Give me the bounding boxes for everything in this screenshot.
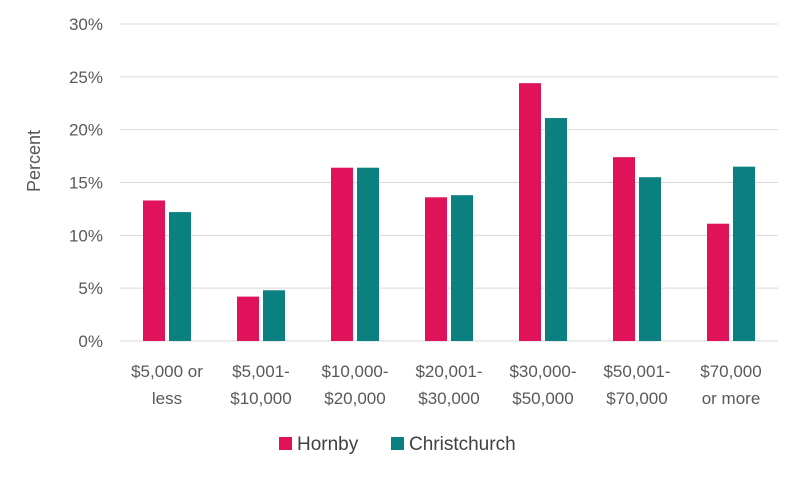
x-tick-label: $50,001- [603,362,670,381]
x-axis-tick-labels: $5,000 or less $5,001- $10,000 $10,000- $20,0… [131,362,762,408]
y-tick-label: 10% [69,226,103,245]
y-tick-label: 5% [78,279,103,298]
x-tick-label: $20,000 [324,389,385,408]
x-tick-label: $30,000- [509,362,576,381]
legend-label-hornby: Hornby [297,434,359,455]
x-tick-label: $5,000 or [131,362,203,381]
bar-hornby-1 [143,200,165,341]
x-tick-label: $20,001- [415,362,482,381]
bar-christchurch-5 [545,118,567,341]
x-tick-label: or more [702,389,761,408]
y-axis-label: Percent [24,130,44,192]
legend-swatch-christchurch [391,437,404,450]
bar-christchurch-1 [169,212,191,341]
bar-hornby-6 [613,157,635,341]
legend: Hornby Christchurch [279,434,516,455]
legend-label-christchurch: Christchurch [409,434,516,455]
x-tick-label: $50,000 [512,389,573,408]
y-tick-label: 25% [69,68,103,87]
x-tick-label: $70,000 [700,362,761,381]
x-tick-label: $10,000- [321,362,388,381]
bar-hornby-7 [707,223,729,341]
x-tick-label: $70,000 [606,389,667,408]
y-tick-label: 15% [69,174,103,193]
bars [143,83,755,341]
x-tick-label: $30,000 [418,389,479,408]
y-tick-label: 0% [78,332,103,351]
bar-christchurch-4 [451,195,473,341]
legend-swatch-hornby [279,437,292,450]
bar-christchurch-6 [639,177,661,341]
bar-hornby-4 [425,197,447,341]
bar-hornby-3 [331,167,353,341]
bar-hornby-2 [237,296,259,341]
bar-christchurch-7 [733,166,755,341]
bar-christchurch-2 [263,290,285,341]
bar-christchurch-3 [357,167,379,341]
gridlines [120,23,778,342]
x-tick-label: $10,000 [230,389,291,408]
x-tick-label: less [152,389,182,408]
y-axis-tick-labels: 0% 5% 10% 15% 20% 25% 30% [69,15,103,351]
bar-hornby-5 [519,83,541,341]
x-tick-label: $5,001- [232,362,290,381]
y-tick-label: 30% [69,15,103,34]
y-tick-label: 20% [69,121,103,140]
